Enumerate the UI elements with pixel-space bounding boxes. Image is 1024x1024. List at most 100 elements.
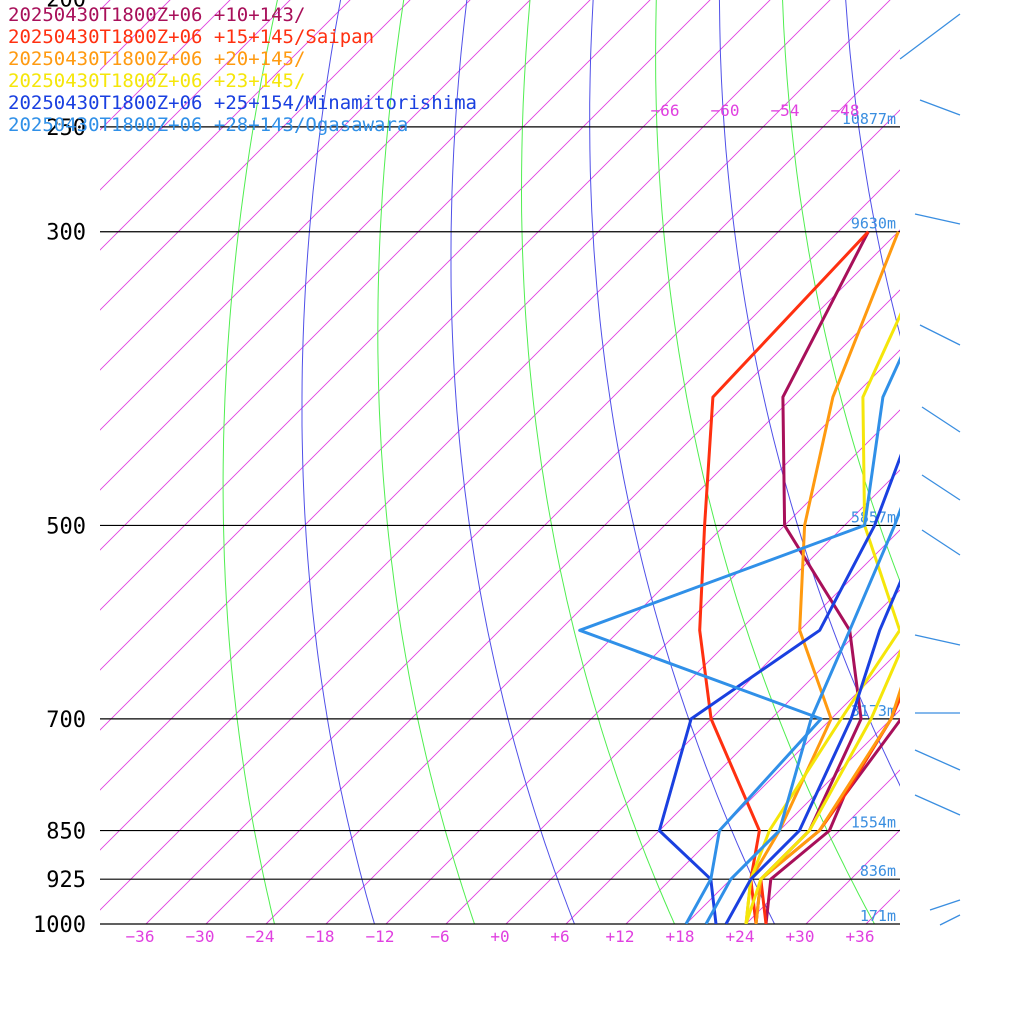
dry-adiabat-line	[655, 0, 875, 924]
wind-barb	[899, 13, 961, 60]
sounding-series	[578, 230, 900, 924]
isotherm-top-label: −54	[771, 101, 800, 120]
isotherm-line	[100, 0, 651, 551]
x-tick-label: +36	[846, 927, 875, 946]
legend-entry: 20250430T1800Z+06 +20+145/	[8, 48, 306, 70]
isotherm-line	[100, 0, 531, 431]
x-tick-label: −36	[126, 927, 155, 946]
x-tick-label: −30	[186, 927, 215, 946]
wind-barb	[914, 213, 961, 225]
temperature-line	[704, 506, 900, 924]
isotherm-line	[100, 0, 471, 371]
isotherm-line	[100, 0, 891, 791]
pressure-label: 1000	[33, 913, 86, 938]
isotherm-top-labels: −66 −60 −54 −48	[651, 101, 860, 120]
dry-adiabat-line	[589, 0, 775, 924]
isotherm-line	[385, 409, 900, 924]
height-label: 9630m	[851, 215, 896, 233]
dry-adiabat-line	[900, 0, 1024, 924]
wind-barb	[921, 474, 961, 501]
dry-adiabat-line	[450, 0, 575, 924]
isotherm-line	[100, 0, 351, 251]
isotherm-line	[0, 0, 578, 924]
pressure-label: 850	[46, 820, 86, 845]
isotherm-line	[265, 289, 900, 924]
dry-adiabat-line	[782, 0, 900, 583]
legend: 20250430T1800Z+06 +10+143/ 20250430T1800…	[8, 4, 477, 136]
x-tick-label: +0	[490, 927, 509, 946]
x-tick-label: −24	[246, 927, 275, 946]
isotherm-lines	[0, 0, 900, 924]
dry-adiabat-line	[222, 0, 278, 924]
height-label: 10877m	[842, 110, 896, 128]
dry-adiabat-line	[845, 0, 900, 337]
isotherm-line	[100, 0, 831, 731]
dry-adiabat-lines	[222, 0, 1024, 924]
legend-entry: 20250430T1800Z+06 +15+145/Saipan	[8, 26, 375, 48]
isotherm-line	[100, 109, 900, 911]
isotherm-line	[865, 889, 900, 924]
dewpoint-line	[744, 312, 900, 924]
temperature-line	[724, 579, 900, 924]
legend-entry: 20250430T1800Z+06 +28+143/Ogasawara	[8, 114, 409, 136]
temperature-line	[744, 648, 900, 924]
dry-adiabat-line	[301, 0, 375, 924]
isotherm-top-label: −60	[711, 101, 740, 120]
x-tick-label: −18	[306, 927, 335, 946]
isotherm-line	[100, 0, 291, 191]
pressure-label: 200	[46, 0, 86, 13]
dewpoint-line	[698, 230, 870, 924]
wind-barb	[914, 749, 961, 771]
temperature-line	[754, 686, 900, 924]
wind-barbs	[899, 13, 961, 926]
isotherm-line	[100, 0, 771, 671]
legend-entry: 20250430T1800Z+06 +25+154/Minamitorishim…	[8, 92, 477, 114]
isotherm-line	[505, 529, 900, 924]
pressure-label: 500	[46, 514, 86, 539]
isotherm-line	[100, 0, 711, 611]
isotherm-line	[685, 709, 900, 924]
wind-barb	[929, 899, 961, 911]
pressure-label: 700	[46, 708, 86, 733]
isotherm-line	[445, 469, 900, 924]
dewpoint-line	[744, 231, 900, 924]
dry-adiabat-line	[377, 0, 475, 924]
isotherm-line	[625, 649, 900, 924]
isotherm-line	[325, 349, 900, 924]
dry-adiabat-line	[956, 0, 1024, 924]
x-tick-label: +24	[726, 927, 755, 946]
dry-adiabat-line	[520, 0, 675, 924]
pressure-label: 250	[46, 116, 86, 141]
dry-adiabat-line	[1011, 0, 1024, 924]
isotherm-line	[565, 589, 900, 924]
height-label: 5857m	[851, 508, 896, 526]
x-tick-label: −6	[430, 927, 449, 946]
isotherm-line	[100, 0, 591, 491]
isotherm-line	[205, 229, 900, 924]
legend-entry: 20250430T1800Z+06 +10+143/	[8, 4, 306, 26]
x-tick-label: −12	[366, 927, 395, 946]
isotherm-line	[100, 0, 411, 311]
x-tick-label: +6	[550, 927, 569, 946]
x-tick-labels: −36 −30 −24 −18 −12 −6 +0 +6 +12 +18 +24 +30 +36	[126, 927, 875, 946]
isotherm-line	[100, 49, 900, 851]
wind-barb	[919, 99, 961, 116]
legend-entry: 20250430T1800Z+06 +23+145/	[8, 70, 306, 92]
x-tick-label: +12	[606, 927, 635, 946]
height-label: 171m	[860, 907, 896, 925]
wind-barb	[919, 324, 961, 346]
x-tick-label: +18	[666, 927, 695, 946]
dewpoint-line	[578, 355, 900, 924]
pressure-label: 300	[46, 221, 86, 246]
isotherm-top-label: −66	[651, 101, 680, 120]
dewpoint-line	[657, 453, 900, 924]
height-labels: 16521m14101m12323m10877m9630m5857m3173m1…	[842, 110, 896, 925]
wind-barb	[914, 634, 961, 646]
wind-barb	[921, 406, 961, 433]
wind-barb	[914, 794, 961, 816]
isotherm-line	[805, 829, 900, 924]
pressure-lines: 1001502002503005007008509251000	[33, 0, 900, 938]
isotherm-line	[145, 169, 900, 924]
height-label: 1554m	[851, 814, 896, 832]
